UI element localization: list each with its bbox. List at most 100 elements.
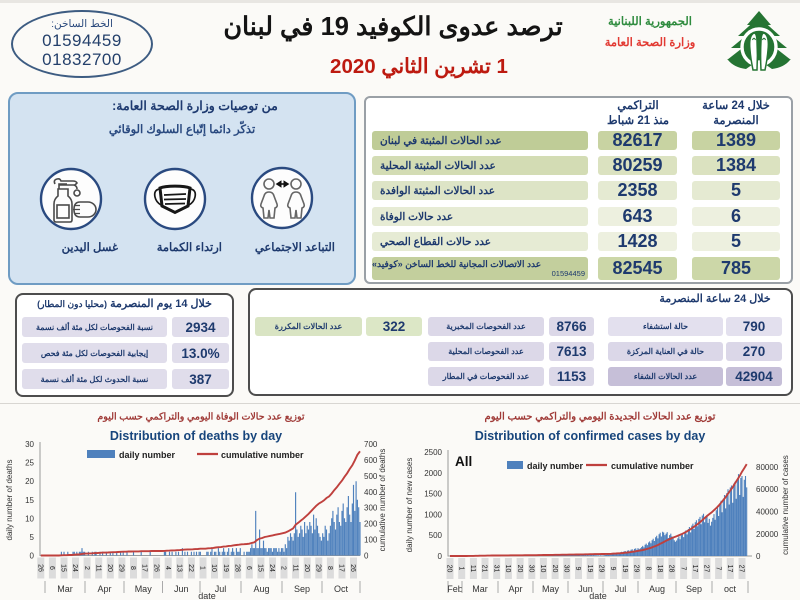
svg-text:0: 0 [756, 552, 761, 561]
svg-text:24: 24 [268, 564, 275, 572]
svg-text:300: 300 [364, 504, 378, 513]
svg-text:29: 29 [633, 565, 640, 573]
svg-text:20: 20 [25, 477, 34, 486]
svg-text:200: 200 [364, 520, 378, 529]
svg-text:cumulative number of cases: cumulative number of cases [781, 455, 790, 555]
svg-text:20: 20 [106, 564, 113, 572]
svg-text:Oct: Oct [334, 584, 349, 594]
svg-text:15: 15 [25, 496, 34, 505]
svg-text:29: 29 [598, 565, 605, 573]
svg-text:10: 10 [210, 564, 217, 572]
svg-text:Jun: Jun [174, 584, 189, 594]
svg-text:25: 25 [25, 459, 34, 468]
svg-text:31: 31 [492, 565, 499, 573]
svg-text:26: 26 [349, 564, 356, 572]
svg-text:20: 20 [551, 565, 558, 573]
svg-text:400: 400 [364, 488, 378, 497]
svg-text:20000: 20000 [756, 530, 779, 539]
svg-text:17: 17 [338, 564, 345, 572]
svg-text:26: 26 [152, 564, 159, 572]
svg-text:30: 30 [528, 565, 535, 573]
svg-text:daily number of new cases: daily number of new cases [405, 458, 414, 553]
svg-text:5: 5 [30, 533, 35, 542]
svg-text:8: 8 [326, 566, 333, 570]
svg-text:daily number of deaths: daily number of deaths [5, 460, 14, 541]
svg-text:Jun: Jun [578, 584, 593, 594]
svg-text:17: 17 [141, 564, 148, 572]
svg-text:22: 22 [187, 564, 194, 572]
svg-text:Jul: Jul [615, 584, 627, 594]
svg-text:30: 30 [25, 440, 34, 449]
svg-text:11: 11 [94, 564, 101, 571]
svg-text:0: 0 [438, 552, 443, 561]
svg-text:6: 6 [245, 566, 252, 570]
svg-text:8: 8 [644, 567, 651, 571]
svg-text:cumulative number of deaths: cumulative number of deaths [378, 449, 387, 552]
svg-text:19: 19 [621, 565, 628, 573]
svg-text:11: 11 [291, 564, 298, 571]
svg-text:29: 29 [315, 564, 322, 572]
svg-text:oct: oct [724, 584, 737, 594]
svg-text:18: 18 [656, 565, 663, 573]
svg-text:15: 15 [60, 564, 67, 572]
svg-text:Apr: Apr [508, 584, 522, 594]
svg-text:100: 100 [364, 536, 378, 545]
svg-text:2500: 2500 [424, 448, 442, 457]
svg-text:2: 2 [83, 566, 90, 570]
svg-text:10: 10 [504, 565, 511, 573]
svg-text:9: 9 [609, 567, 616, 571]
svg-text:2000: 2000 [424, 469, 442, 478]
svg-text:30: 30 [563, 565, 570, 573]
svg-text:13: 13 [176, 564, 183, 572]
svg-text:60000: 60000 [756, 485, 779, 494]
svg-text:500: 500 [429, 531, 443, 540]
svg-text:1: 1 [457, 567, 464, 571]
svg-text:10: 10 [539, 565, 546, 573]
svg-text:0: 0 [364, 552, 369, 561]
svg-text:Distribution of confirmed case: Distribution of confirmed cases by day [475, 429, 706, 443]
svg-text:Aug: Aug [253, 584, 269, 594]
svg-text:1000: 1000 [424, 510, 442, 519]
svg-text:Sep: Sep [686, 584, 702, 594]
svg-text:cumulative number: cumulative number [611, 461, 694, 471]
svg-text:date: date [589, 591, 607, 600]
svg-text:Aug: Aug [649, 584, 665, 594]
svg-text:24: 24 [71, 564, 78, 572]
svg-text:17: 17 [726, 565, 733, 573]
svg-text:19: 19 [586, 565, 593, 573]
svg-text:date: date [198, 591, 216, 600]
svg-text:May: May [542, 584, 560, 594]
svg-text:27: 27 [703, 565, 710, 573]
svg-text:600: 600 [364, 456, 378, 465]
svg-text:9: 9 [574, 567, 581, 571]
svg-text:10: 10 [25, 514, 34, 523]
svg-text:cumulative number: cumulative number [221, 450, 304, 460]
svg-text:11: 11 [469, 565, 476, 572]
svg-text:27: 27 [738, 565, 745, 573]
svg-text:0: 0 [30, 552, 35, 561]
svg-text:All: All [455, 454, 472, 469]
svg-text:2: 2 [280, 566, 287, 570]
svg-text:توزيع عدد حالات الوفاة اليومي: توزيع عدد حالات الوفاة اليومي والتراكمي … [97, 412, 305, 423]
svg-text:7: 7 [679, 567, 686, 571]
svg-text:Sep: Sep [294, 584, 310, 594]
svg-text:19: 19 [222, 564, 229, 572]
svg-text:500: 500 [364, 472, 378, 481]
svg-text:17: 17 [691, 565, 698, 573]
svg-text:Feb: Feb [447, 584, 463, 594]
svg-text:21: 21 [481, 565, 488, 573]
svg-text:40000: 40000 [756, 508, 779, 517]
svg-text:Mar: Mar [57, 584, 73, 594]
svg-text:Distribution of deaths by day: Distribution of deaths by day [110, 429, 282, 443]
svg-text:1500: 1500 [424, 490, 442, 499]
svg-text:4: 4 [164, 566, 171, 570]
svg-text:1: 1 [199, 566, 206, 570]
svg-text:Apr: Apr [97, 584, 111, 594]
svg-text:6: 6 [48, 566, 55, 570]
svg-text:daily number: daily number [119, 450, 176, 460]
svg-text:توزيع عدد الحالات الجديدة اليو: توزيع عدد الحالات الجديدة اليومي والتراك… [485, 412, 716, 423]
svg-text:20: 20 [303, 564, 310, 572]
svg-text:20: 20 [516, 565, 523, 573]
svg-text:8: 8 [129, 566, 136, 570]
svg-text:7: 7 [714, 567, 721, 571]
